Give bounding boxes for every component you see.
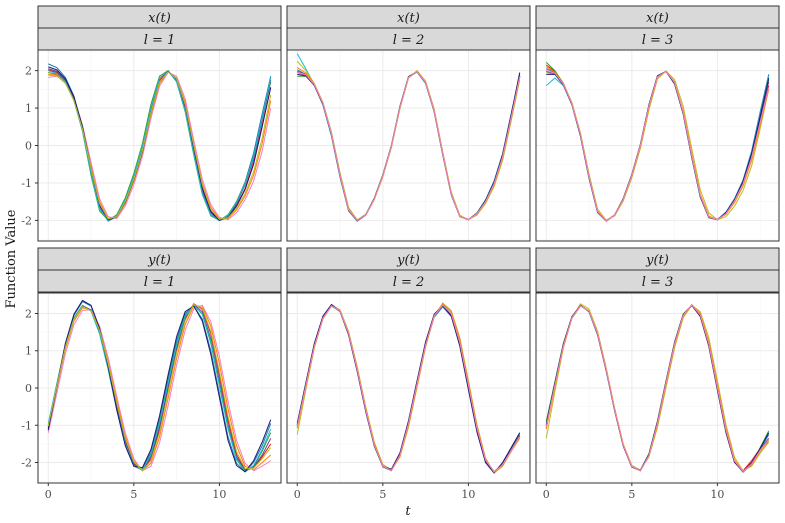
- panel-y-l2: y(t) l = 2 0 5 10: [286, 247, 531, 501]
- x-tick-label: 5: [379, 488, 386, 501]
- strip-l-label: l = 2: [393, 275, 425, 290]
- chart-panels: x(t) l = 1 -2 -1 0 1 2 x(t) l = 2 x(t) l = 3 y(t) l …: [21, 5, 780, 501]
- y-tick-label: 2: [25, 65, 32, 78]
- x-tick-label: 10: [212, 488, 226, 501]
- strip-l: [286, 269, 531, 293]
- series-group: [47, 299, 272, 473]
- y-tick-label: -2: [21, 214, 32, 227]
- series-line-5: [545, 303, 770, 472]
- y-tick-label: -1: [21, 177, 32, 190]
- panel-x-l1: x(t) l = 1 -2 -1 0 1 2: [21, 5, 282, 242]
- strip-l-label: l = 3: [642, 33, 674, 48]
- x-tick-label: 5: [628, 488, 635, 501]
- series-line-5: [47, 304, 272, 472]
- strip-function-label: x(t): [148, 11, 171, 26]
- series-group: [296, 53, 521, 222]
- y-axis-title: Function Value: [4, 209, 19, 308]
- strip-l-label: l = 1: [144, 275, 176, 290]
- panel-border: [286, 49, 531, 242]
- series-group: [545, 61, 770, 222]
- series-line-9: [48, 71, 272, 220]
- panel-y-l1: y(t) l = 1 -2 -1 0 1 2 0 5 10: [21, 247, 282, 501]
- x-axis-title: t: [405, 504, 411, 519]
- panel-y-l3: y(t) l = 3 0 5 10: [535, 247, 780, 501]
- panel-x-l2: x(t) l = 2: [286, 5, 531, 242]
- strip-l-label: l = 1: [144, 33, 176, 48]
- series-line-9: [545, 304, 770, 473]
- series-group: [545, 303, 770, 473]
- panel-border: [286, 292, 531, 484]
- series-line-2: [47, 300, 272, 473]
- x-tick-label: 10: [461, 488, 475, 501]
- panel-border: [535, 292, 780, 484]
- strip-l-label: l = 3: [642, 275, 674, 290]
- strip-function-label: y(t): [645, 253, 669, 268]
- y-tick-label: 2: [25, 307, 32, 320]
- x-tick-label: 0: [543, 488, 550, 501]
- series-line-7: [48, 70, 272, 222]
- series-line-9: [296, 304, 521, 473]
- x-tick-label: 10: [710, 488, 724, 501]
- x-tick-label: 0: [45, 488, 52, 501]
- strip-function-label: y(t): [396, 253, 420, 268]
- strip-l: [535, 269, 780, 293]
- panel-border: [535, 49, 780, 242]
- strip-l: [37, 269, 282, 293]
- strip-l-label: l = 2: [393, 33, 425, 48]
- y-tick-label: 0: [25, 382, 32, 395]
- series-line-9: [297, 71, 521, 222]
- strip-function-label: y(t): [147, 253, 171, 268]
- series-line-7: [296, 303, 521, 474]
- series-line-5: [48, 71, 272, 221]
- y-tick-label: -2: [21, 457, 32, 470]
- series-group: [296, 302, 521, 474]
- x-tick-label: 0: [294, 488, 301, 501]
- strip-function-label: x(t): [397, 11, 420, 26]
- y-tick-label: 1: [25, 345, 32, 358]
- y-tick-label: 1: [25, 102, 32, 115]
- series-line-9: [47, 303, 272, 472]
- panel-x-l3: x(t) l = 3: [535, 5, 780, 242]
- series-line-9: [546, 70, 770, 222]
- x-tick-label: 5: [130, 488, 137, 501]
- series-line-8: [47, 299, 272, 473]
- strip-function-label: x(t): [646, 11, 669, 26]
- y-tick-label: 0: [25, 140, 32, 153]
- series-group: [48, 63, 272, 222]
- y-tick-label: -1: [21, 419, 32, 432]
